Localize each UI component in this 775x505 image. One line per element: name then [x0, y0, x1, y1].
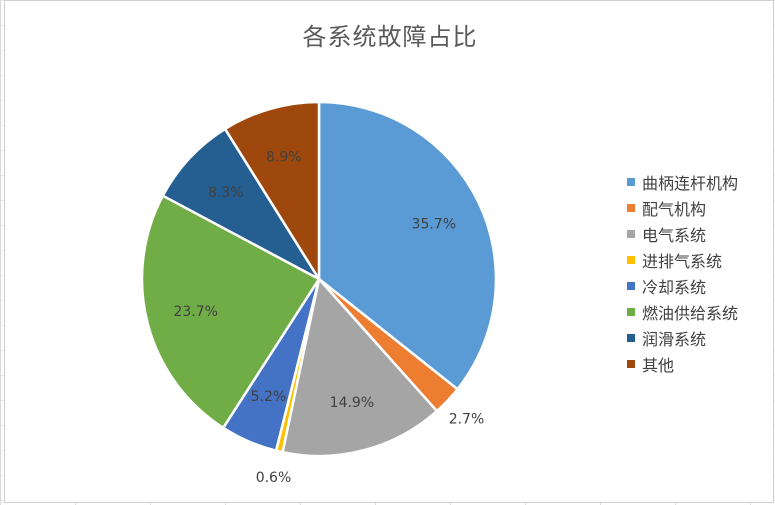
legend-label: 其他 [642, 356, 675, 375]
legend-item-intake-exhaust-system: 进排气系统 [627, 247, 738, 273]
pie-chart: 35.7% 2.7% 14.9% 0.6% 5.2% 23.7% 8.3% 8.9% [140, 100, 498, 486]
data-label-electrical-system: 14.9% [330, 395, 374, 411]
data-label-cooling-system: 5.2% [251, 389, 287, 405]
legend-swatch [627, 360, 635, 368]
legend-swatch [627, 256, 635, 264]
chart-title: 各系统故障占比 [302, 23, 478, 51]
legend-item-electrical-system: 电气系统 [627, 221, 738, 247]
pie-slice-crank-mechanism[interactable] [317, 100, 498, 391]
data-label-crank-mechanism: 35.7% [412, 217, 456, 233]
data-label-other: 8.9% [266, 150, 302, 166]
data-label-valve-mechanism: 2.7% [449, 411, 485, 427]
legend-label: 润滑系统 [642, 330, 707, 349]
legend-item-lubrication-system: 润滑系统 [627, 325, 738, 351]
legend-label: 进排气系统 [642, 252, 723, 271]
data-label-fuel-supply-system: 23.7% [173, 304, 217, 320]
data-label-lubrication-system: 8.3% [208, 185, 244, 201]
legend-label: 冷却系统 [642, 278, 707, 297]
legend-swatch [627, 204, 635, 212]
legend-swatch [627, 178, 635, 186]
legend-item-valve-mechanism: 配气机构 [627, 195, 738, 221]
legend-item-crank-mechanism: 曲柄连杆机构 [627, 169, 738, 195]
legend: 曲柄连杆机构 配气机构电气系统进排气系统冷却系统燃油供给系统 润滑系统其他 [627, 169, 738, 377]
data-label-intake-exhaust-system: 0.6% [256, 470, 292, 486]
legend-label: 配气机构 [642, 200, 707, 219]
pie-slice-electrical-system[interactable] [281, 277, 439, 458]
legend-item-cooling-system: 冷却系统 [627, 273, 738, 299]
pie-slice-other[interactable] [223, 100, 321, 281]
legend-swatch [627, 230, 635, 238]
legend-label: 曲柄连杆机构 [642, 174, 739, 193]
legend-swatch [627, 308, 635, 316]
legend-swatch [627, 282, 635, 290]
legend-label: 燃油供给系统 [642, 304, 739, 323]
legend-item-other: 其他 [627, 351, 738, 377]
pie-slice-fuel-supply-system[interactable] [140, 194, 321, 430]
legend-item-fuel-supply-system: 燃油供给系统 [627, 299, 738, 325]
chart-area[interactable]: 各系统故障占比 35.7% 2.7% 14.9% 0.6% 5.2% 23.7% 8.3% 8… [4, 0, 774, 503]
legend-label: 电气系统 [642, 226, 707, 245]
legend-swatch [627, 334, 635, 342]
pie-slice-lubrication-system[interactable] [161, 127, 321, 281]
